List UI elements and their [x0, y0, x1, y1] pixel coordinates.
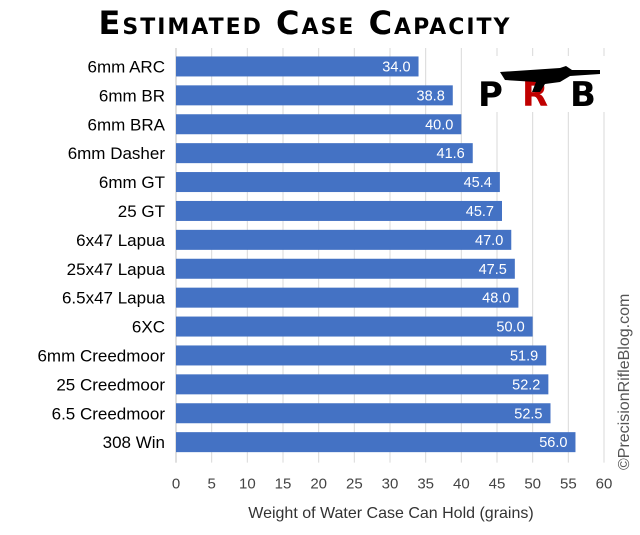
x-tick-label: 25: [346, 476, 363, 493]
value-label: 52.2: [512, 377, 540, 393]
svg-text:P: P: [478, 75, 503, 115]
category-labels: 6mm ARC 6mm BR 6mm BRA 6mm Dasher 6mm GT 25 G…: [37, 57, 165, 452]
category-label: 6.5 Creedmoor: [52, 404, 166, 423]
value-label: 40.0: [425, 117, 453, 133]
category-label: 308 Win: [103, 433, 165, 452]
value-label: 41.6: [437, 146, 465, 162]
bar: [176, 229, 512, 250]
value-label: 52.5: [514, 406, 542, 422]
x-tick-label: 30: [382, 476, 399, 493]
x-axis-label: Weight of Water Case Can Hold (grains): [248, 505, 533, 522]
x-tick-label: 5: [207, 476, 215, 493]
category-label: 6mm Dasher: [68, 144, 166, 163]
category-label: 6mm ARC: [88, 57, 165, 76]
value-label: 34.0: [382, 59, 410, 75]
value-label: 47.0: [475, 233, 503, 249]
bar: [176, 200, 502, 221]
svg-text:B: B: [570, 75, 596, 115]
category-label: 6mm BR: [99, 86, 165, 105]
bar: [176, 432, 576, 453]
bars: [176, 56, 576, 453]
bar: [176, 345, 547, 366]
bar: [176, 172, 500, 193]
x-tick-label: 20: [310, 476, 327, 493]
x-tick-labels: 0 5 10 15 20 25 30 35 40 45 50 55 60: [172, 476, 613, 493]
bar: [176, 143, 473, 164]
bar: [176, 403, 551, 424]
category-label: 6x47 Lapua: [76, 231, 165, 250]
x-tick-label: 35: [417, 476, 434, 493]
category-label: 6.5x47 Lapua: [62, 289, 166, 308]
value-label: 38.8: [417, 88, 445, 104]
bar: [176, 374, 549, 395]
bar: [176, 114, 462, 135]
value-label: 48.0: [482, 291, 510, 307]
category-label: 25x47 Lapua: [67, 260, 166, 279]
chart-title: Estimated Case Capacity: [98, 4, 512, 42]
bar: [176, 85, 453, 106]
x-tick-label: 0: [172, 476, 180, 493]
bar: [176, 56, 419, 77]
category-label: 6mm BRA: [88, 115, 166, 134]
value-label: 47.5: [479, 262, 507, 278]
value-label: 50.0: [496, 320, 524, 336]
watermark: ©PrecisionRifleBlog.com: [616, 294, 633, 470]
x-tick-label: 50: [524, 476, 541, 493]
x-tick-label: 10: [239, 476, 256, 493]
x-tick-label: 60: [596, 476, 613, 493]
x-tick-label: 15: [275, 476, 292, 493]
category-label: 25 Creedmoor: [56, 375, 165, 394]
category-label: 6XC: [132, 318, 165, 337]
prb-logo: P R B: [478, 56, 630, 115]
value-label: 51.9: [510, 348, 538, 364]
bar: [176, 287, 519, 308]
bar: [176, 316, 533, 337]
value-label: 45.7: [466, 204, 494, 220]
value-label: 45.4: [464, 175, 492, 191]
value-label: 56.0: [539, 435, 567, 451]
x-tick-label: 45: [489, 476, 506, 493]
value-labels: 34.0 38.8 40.0 41.6 45.4 45.7 47.0 47.5 48.0 50.0…: [382, 59, 567, 451]
category-label: 6mm GT: [99, 173, 165, 192]
bar: [176, 258, 515, 279]
category-label: 6mm Creedmoor: [37, 346, 165, 365]
x-tick-label: 40: [453, 476, 470, 493]
x-tick-label: 55: [560, 476, 577, 493]
category-label: 25 GT: [118, 202, 165, 221]
